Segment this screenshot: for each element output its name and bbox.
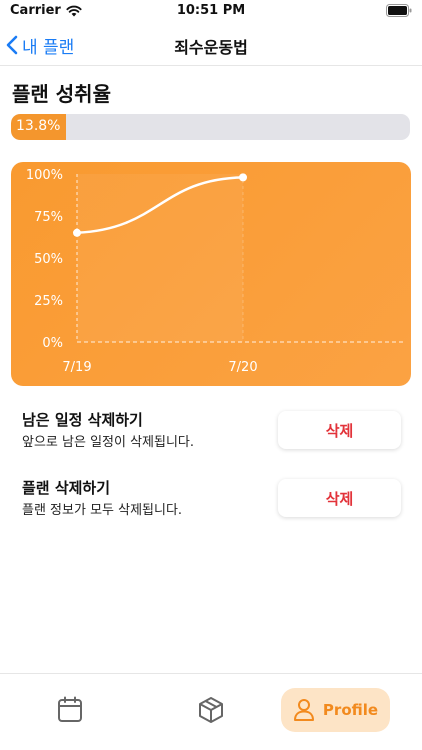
person-icon [293,699,314,721]
achievement-chart: 100% 75% 50% 25% 0% 7/19 7/20 [11,162,411,386]
status-bar: Carrier 10:51 PM [0,0,422,24]
carrier-label: Carrier [10,3,61,18]
x-tick-label: 7/19 [62,360,91,375]
box-icon [199,697,223,723]
delete-remaining-schedule-button[interactable]: 삭제 [278,411,401,449]
delete-remaining-schedule-row: 남은 일정 삭제하기 앞으로 남은 일정이 삭제됩니다. 삭제 [0,409,422,457]
y-tick-label: 25% [34,294,63,309]
back-button-label: 내 플랜 [22,37,75,58]
carrier-indicator: Carrier [10,3,82,18]
page-title: 죄수운동법 [174,38,248,57]
calendar-icon [58,696,82,722]
action-description: 플랜 정보가 모두 삭제됩니다. [22,503,183,518]
x-tick-label: 7/20 [228,360,257,375]
back-button[interactable]: 내 플랜 [6,30,74,60]
action-description: 앞으로 남은 일정이 삭제됩니다. [22,435,195,450]
tab-calendar[interactable] [45,688,95,732]
progress-fill [11,114,66,140]
delete-plan-button[interactable]: 삭제 [278,479,401,517]
action-title: 플랜 삭제하기 [22,479,111,497]
wifi-icon [66,5,82,16]
data-point [73,228,81,237]
status-time: 10:51 PM [176,3,246,18]
tab-box[interactable] [186,688,236,732]
tab-profile[interactable]: Profile [281,688,390,732]
tab-profile-label: Profile [322,701,379,719]
y-tick-label: 75% [34,210,63,225]
delete-plan-row: 플랜 삭제하기 플랜 정보가 모두 삭제됩니다. 삭제 [0,477,422,525]
action-title: 남은 일정 삭제하기 [22,411,143,429]
battery-icon [386,4,412,17]
section-title: 플랜 성취율 [12,82,111,106]
y-tick-label: 0% [42,336,63,351]
navigation-bar: 내 플랜 죄수운동법 [0,26,422,66]
chart-svg: 100% 75% 50% 25% 0% 7/19 7/20 [26,168,403,375]
y-tick-label: 50% [34,252,63,267]
chart-highlight-band [77,174,243,342]
achievement-progress-bar: 13.8% [11,114,410,140]
tab-bar: Profile [0,673,422,750]
chevron-left-icon [6,35,18,55]
y-tick-label: 100% [26,168,63,183]
data-point [239,173,247,182]
progress-label: 13.8% [16,118,61,134]
series-line [75,176,245,235]
